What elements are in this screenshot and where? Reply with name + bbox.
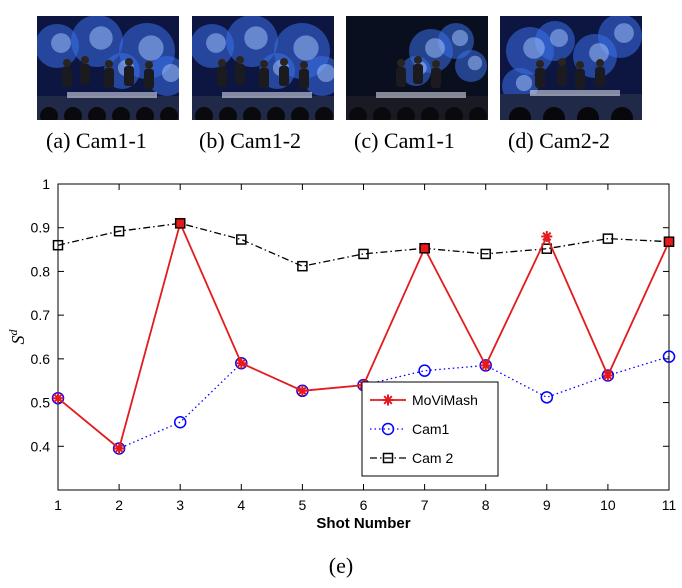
point-movimash	[296, 385, 308, 397]
y-axis-label: Sd	[6, 329, 28, 345]
stage-photo	[500, 16, 642, 120]
point-movimash	[541, 230, 553, 242]
point-movimash	[602, 369, 614, 381]
caption-d: (d) Cam2-2	[508, 128, 611, 153]
legend-label-cam2: Cam 2	[412, 450, 453, 466]
legend-marker-cam2	[382, 452, 394, 464]
stage-photo	[192, 16, 334, 120]
point-cam1	[662, 350, 676, 363]
point-movimash	[113, 442, 125, 454]
legend-label-movimash: MoViMash	[412, 392, 478, 408]
y-tick-label: 0.6	[31, 351, 51, 367]
y-tick-label: 0.5	[31, 395, 51, 411]
point-cam1	[173, 415, 187, 429]
legend-marker-movimash	[382, 394, 394, 406]
x-tick-label: 4	[237, 497, 245, 513]
point-cam2	[602, 233, 614, 244]
x-tick-label: 3	[176, 497, 184, 513]
y-tick-label: 0.9	[31, 220, 51, 236]
legend-marker-cam1	[381, 422, 395, 436]
y-tick-label: 0.4	[31, 438, 51, 454]
point-cam2	[297, 260, 308, 272]
x-axis-label: Shot Number	[316, 515, 410, 532]
x-tick-label: 10	[600, 497, 616, 513]
x-tick-label: 1	[54, 497, 62, 513]
y-tick-label: 0.7	[31, 307, 51, 323]
stage-photo	[37, 16, 179, 120]
point-movimash-cam2-overlap	[663, 236, 675, 247]
series-line-cam2	[57, 222, 670, 267]
point-cam2	[480, 248, 491, 260]
point-movimash	[480, 359, 492, 371]
thumbnail-cam1-2-b	[192, 16, 334, 120]
x-tick-label: 11	[662, 497, 677, 513]
point-movimash	[235, 357, 247, 369]
point-cam2	[52, 239, 64, 251]
point-cam2	[236, 234, 247, 245]
x-tick-label: 8	[482, 497, 490, 513]
legend-label-cam1: Cam1	[412, 421, 450, 437]
thumbnail-cam1-1-a	[37, 16, 179, 120]
point-cam1	[540, 391, 554, 404]
thumbnail-cam2-2-d	[500, 16, 642, 120]
point-cam1	[418, 364, 431, 377]
point-movimash-cam2-overlap	[175, 218, 186, 229]
point-movimash	[52, 392, 64, 404]
y-tick-label: 1	[42, 176, 50, 192]
point-cam2	[358, 248, 369, 260]
x-tick-label: 5	[299, 497, 307, 513]
x-tick-label: 7	[421, 497, 429, 513]
figure-caption: (e)	[328, 553, 354, 578]
x-tick-label: 2	[115, 497, 123, 513]
thumbnail-cam1-1-c	[346, 16, 488, 120]
point-movimash-cam2-overlap	[419, 243, 430, 254]
caption-b: (b) Cam1-2	[199, 128, 302, 153]
stage-photo	[346, 16, 488, 120]
x-tick-label: 9	[543, 497, 551, 513]
x-tick-label: 6	[360, 497, 368, 513]
caption-a: (a) Cam1-1	[46, 128, 147, 153]
y-tick-label: 0.8	[31, 263, 51, 279]
point-cam2	[113, 225, 125, 237]
caption-c: (c) Cam1-1	[354, 128, 455, 153]
